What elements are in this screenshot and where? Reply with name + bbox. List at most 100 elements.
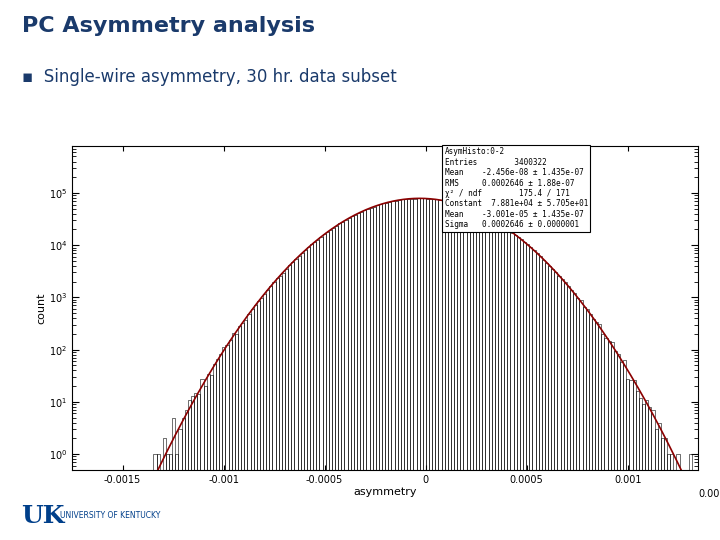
Bar: [667, 454, 670, 540]
Bar: [541, 260, 545, 540]
Bar: [181, 417, 185, 540]
Bar: [253, 305, 257, 540]
Bar: [611, 342, 614, 540]
Bar: [360, 212, 364, 540]
Bar: [652, 410, 654, 540]
Bar: [636, 391, 639, 540]
Bar: [382, 204, 385, 540]
Bar: [313, 242, 316, 540]
Bar: [416, 198, 420, 540]
Bar: [169, 454, 172, 540]
Bar: [335, 226, 338, 540]
Bar: [304, 250, 307, 540]
Bar: [448, 202, 451, 540]
Bar: [279, 275, 282, 540]
Bar: [657, 423, 661, 540]
Bar: [288, 265, 291, 540]
Bar: [376, 206, 379, 540]
Bar: [608, 341, 611, 540]
Bar: [545, 263, 548, 540]
Bar: [482, 215, 485, 540]
Bar: [501, 226, 504, 540]
Bar: [176, 454, 179, 540]
Bar: [580, 300, 582, 540]
Bar: [670, 454, 673, 540]
Bar: [266, 291, 269, 540]
Bar: [654, 429, 657, 540]
Text: AsymHisto:0-2
Entries        3400322
Mean    -2.456e-08 ± 1.435e-07
RMS     0.00: AsymHisto:0-2 Entries 3400322 Mean -2.45…: [445, 147, 588, 229]
Bar: [639, 398, 642, 540]
Bar: [219, 354, 222, 540]
Bar: [329, 230, 332, 540]
Bar: [633, 380, 636, 540]
Bar: [395, 200, 397, 540]
Bar: [595, 322, 598, 540]
Bar: [222, 347, 225, 540]
Bar: [464, 207, 467, 540]
Bar: [344, 220, 348, 540]
Bar: [523, 242, 526, 540]
Bar: [617, 354, 620, 540]
Bar: [508, 230, 510, 540]
Bar: [369, 208, 373, 540]
Bar: [316, 240, 320, 540]
Bar: [561, 279, 564, 540]
Bar: [200, 379, 204, 540]
Bar: [420, 198, 423, 540]
Bar: [576, 298, 580, 540]
Bar: [191, 396, 194, 540]
Bar: [276, 278, 279, 540]
Bar: [216, 359, 219, 540]
Text: ▪  Single-wire asymmetry, 30 hr. data subset: ▪ Single-wire asymmetry, 30 hr. data sub…: [22, 68, 396, 85]
Text: UK: UK: [22, 504, 65, 528]
Bar: [573, 293, 576, 540]
Bar: [172, 417, 176, 540]
Bar: [554, 272, 557, 540]
Bar: [225, 345, 228, 540]
Bar: [251, 309, 253, 540]
Bar: [454, 204, 457, 540]
Text: PC Asymmetry analysis: PC Asymmetry analysis: [22, 16, 315, 36]
Bar: [407, 199, 410, 540]
Bar: [689, 454, 692, 540]
Bar: [626, 379, 629, 540]
Bar: [677, 454, 680, 540]
Bar: [441, 200, 445, 540]
Bar: [476, 212, 480, 540]
Bar: [517, 237, 520, 540]
Bar: [436, 199, 438, 540]
Bar: [235, 334, 238, 540]
Bar: [244, 320, 248, 540]
Bar: [423, 199, 426, 540]
Bar: [624, 361, 626, 540]
Bar: [257, 301, 260, 540]
Bar: [552, 269, 554, 540]
Bar: [564, 282, 567, 540]
Bar: [661, 438, 664, 540]
Bar: [492, 220, 495, 540]
Bar: [532, 251, 536, 540]
Bar: [645, 400, 648, 540]
Bar: [557, 275, 561, 540]
Bar: [614, 350, 617, 540]
Bar: [529, 247, 532, 540]
Y-axis label: count: count: [36, 292, 46, 323]
Bar: [567, 286, 570, 540]
Bar: [451, 202, 454, 540]
Bar: [260, 298, 263, 540]
Bar: [592, 319, 595, 540]
Bar: [232, 333, 235, 540]
Bar: [210, 375, 213, 540]
Bar: [263, 294, 266, 540]
Bar: [228, 340, 232, 540]
Bar: [642, 404, 645, 540]
Bar: [207, 374, 210, 540]
Bar: [392, 201, 395, 540]
Bar: [582, 307, 585, 540]
X-axis label: asymmetry: asymmetry: [354, 488, 417, 497]
Bar: [629, 380, 633, 540]
Bar: [413, 199, 416, 540]
Bar: [323, 234, 325, 540]
Bar: [489, 218, 492, 540]
Bar: [357, 213, 360, 540]
